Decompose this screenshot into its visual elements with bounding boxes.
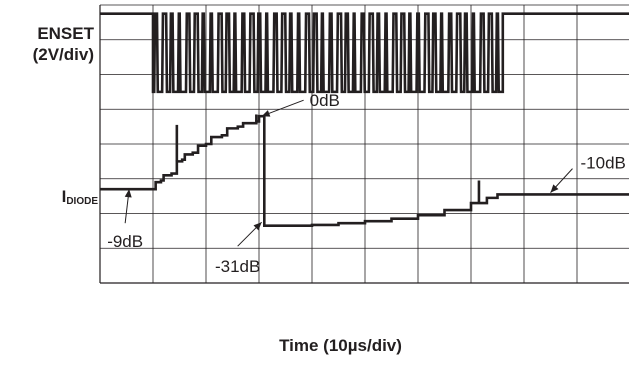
enset-channel-label: ENSET (2V/div) (4, 23, 94, 65)
enset-label-line2: (2V/div) (32, 45, 94, 64)
annotation-label: -10dB (581, 154, 626, 173)
annotation-arrowhead (253, 222, 262, 231)
idiode-label-sub: DIODE (66, 196, 98, 207)
annotation-arrowhead (550, 184, 559, 193)
annotations: 0dB -9dB -31dB -10dB (107, 91, 626, 276)
idiode-channel-label: IDIODE (2, 186, 98, 212)
annotation-label: -31dB (215, 257, 260, 276)
annotation-label: -9dB (107, 232, 143, 251)
traces (100, 12, 629, 227)
enset-label-line1: ENSET (37, 24, 94, 43)
idiode-label-main: I (61, 187, 67, 206)
x-axis-label: Time (10µs/div) (279, 336, 402, 355)
annotation-label: 0dB (310, 91, 340, 110)
annotation-arrowhead (261, 110, 271, 117)
annotation-arrowhead (124, 189, 132, 198)
idiode-trace (100, 114, 629, 227)
enset-trace (100, 12, 629, 94)
